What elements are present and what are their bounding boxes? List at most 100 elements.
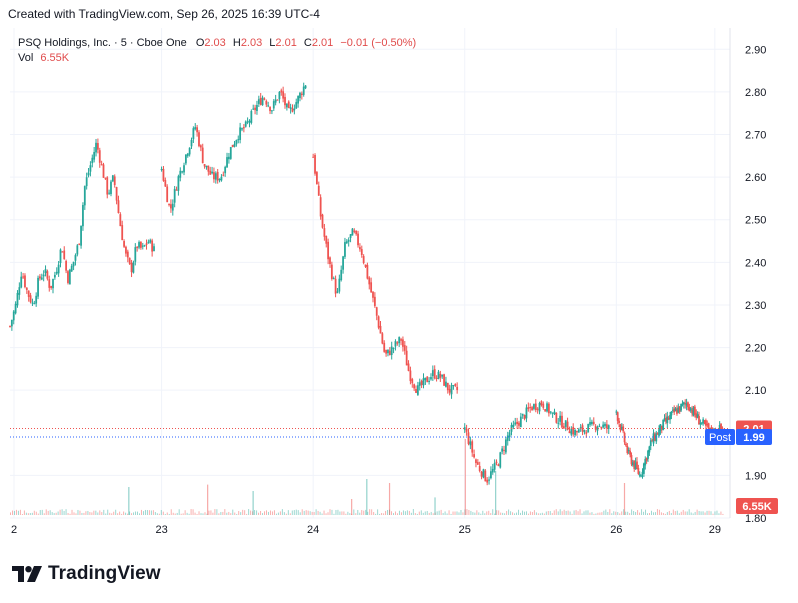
candle-body bbox=[579, 427, 582, 429]
candle-body bbox=[564, 420, 567, 427]
candle-body bbox=[625, 443, 627, 446]
volume-bar bbox=[648, 513, 650, 515]
volume-bar bbox=[329, 509, 331, 515]
volume-bar bbox=[398, 510, 400, 515]
candle-body bbox=[252, 108, 255, 110]
candle-body bbox=[377, 316, 380, 328]
volume-bar bbox=[375, 513, 377, 515]
candle-body bbox=[293, 108, 296, 111]
volume-bar bbox=[458, 512, 460, 515]
candle-body bbox=[82, 204, 84, 227]
candle-body bbox=[488, 479, 490, 481]
candle-body bbox=[674, 408, 677, 412]
volume-bar bbox=[61, 509, 63, 515]
candle-body bbox=[373, 296, 376, 307]
volume-bar bbox=[125, 512, 127, 515]
candle-body bbox=[553, 411, 556, 415]
candle-body bbox=[405, 350, 408, 366]
candle-body bbox=[128, 257, 131, 264]
candle-body bbox=[256, 104, 258, 111]
volume-bar bbox=[414, 513, 416, 515]
volume-bar bbox=[291, 510, 293, 515]
candle-body bbox=[596, 426, 599, 431]
volume-bar bbox=[83, 512, 85, 515]
volume-bar bbox=[682, 509, 684, 515]
price-tag-label: Post bbox=[709, 432, 731, 444]
candle-body bbox=[689, 408, 692, 411]
volume-bar bbox=[722, 513, 724, 515]
y-tick-label: 2.80 bbox=[745, 87, 766, 99]
volume-bar bbox=[506, 511, 508, 515]
tradingview-logo[interactable]: TradingView bbox=[12, 563, 161, 585]
candle-body bbox=[662, 419, 665, 431]
candle-body bbox=[687, 402, 689, 408]
y-tick-label: 2.70 bbox=[745, 130, 766, 142]
volume-bar bbox=[641, 509, 643, 515]
candle-body bbox=[433, 369, 436, 379]
candle-body bbox=[24, 275, 26, 288]
price-chart[interactable]: 2.90 2.80 2.70 2.60 2.50 2.40 2.30 2.20 2.10 1.90… bbox=[0, 0, 798, 545]
legend-o-value: 2.03 bbox=[204, 37, 226, 49]
time-axis: 2 23 24 25 26 29 bbox=[11, 524, 721, 536]
volume-bar bbox=[59, 509, 61, 515]
volume-bar bbox=[49, 510, 51, 515]
volume-bar bbox=[250, 510, 252, 515]
candle-body bbox=[44, 269, 47, 274]
candle-body bbox=[441, 374, 444, 377]
candle-body bbox=[39, 276, 41, 279]
candle-body bbox=[14, 303, 17, 314]
candle-body bbox=[490, 471, 492, 479]
candle-body bbox=[302, 86, 305, 95]
volume-bar bbox=[690, 512, 692, 515]
volume-bar bbox=[319, 511, 321, 515]
candle-body bbox=[655, 433, 658, 442]
volume-bar bbox=[222, 511, 224, 515]
candle-body bbox=[59, 249, 62, 264]
volume-bar bbox=[176, 512, 178, 515]
volume-bar bbox=[371, 509, 373, 515]
volume-bar bbox=[672, 509, 674, 515]
candle-body bbox=[437, 371, 440, 379]
volume-bar bbox=[184, 510, 186, 515]
candle-body bbox=[413, 384, 416, 389]
candle-body bbox=[248, 120, 251, 123]
volume-bar bbox=[275, 513, 277, 515]
candle-body bbox=[57, 264, 60, 274]
candle-body bbox=[467, 432, 470, 444]
candle-body bbox=[173, 188, 176, 203]
volume-bar bbox=[273, 510, 275, 515]
candle-body bbox=[199, 145, 202, 148]
volume-bar bbox=[633, 511, 635, 515]
candle-body bbox=[317, 185, 320, 196]
candle-body bbox=[265, 100, 268, 105]
candle-body bbox=[323, 228, 326, 237]
volume-bar bbox=[676, 510, 678, 515]
legend-l-value: 2.01 bbox=[275, 37, 297, 49]
volume-bar bbox=[607, 511, 609, 515]
volume-bar bbox=[535, 512, 537, 515]
volume-bar bbox=[355, 513, 357, 515]
volume-bar bbox=[478, 512, 480, 515]
volume-bar bbox=[381, 513, 383, 515]
volume-spike bbox=[388, 483, 391, 515]
volume-bar bbox=[232, 509, 234, 515]
candle-body bbox=[396, 342, 399, 344]
volume-bar bbox=[387, 509, 389, 515]
candle-body bbox=[87, 172, 90, 176]
volume-bar bbox=[470, 510, 472, 515]
candle-body bbox=[231, 144, 234, 148]
volume-bar bbox=[113, 511, 115, 515]
volume-bar bbox=[621, 511, 623, 515]
candle-body bbox=[42, 274, 45, 277]
candle-body bbox=[669, 415, 671, 420]
candle-body bbox=[29, 295, 32, 303]
candle-body bbox=[115, 187, 118, 201]
volume-bar bbox=[21, 513, 23, 515]
candle-body bbox=[362, 256, 365, 264]
volume-bar bbox=[77, 509, 79, 515]
volume-bar bbox=[664, 513, 666, 515]
candle-body bbox=[491, 468, 494, 473]
volume-bar bbox=[712, 513, 714, 515]
legend-c-value: 2.01 bbox=[311, 37, 334, 49]
candle-body bbox=[555, 412, 558, 423]
